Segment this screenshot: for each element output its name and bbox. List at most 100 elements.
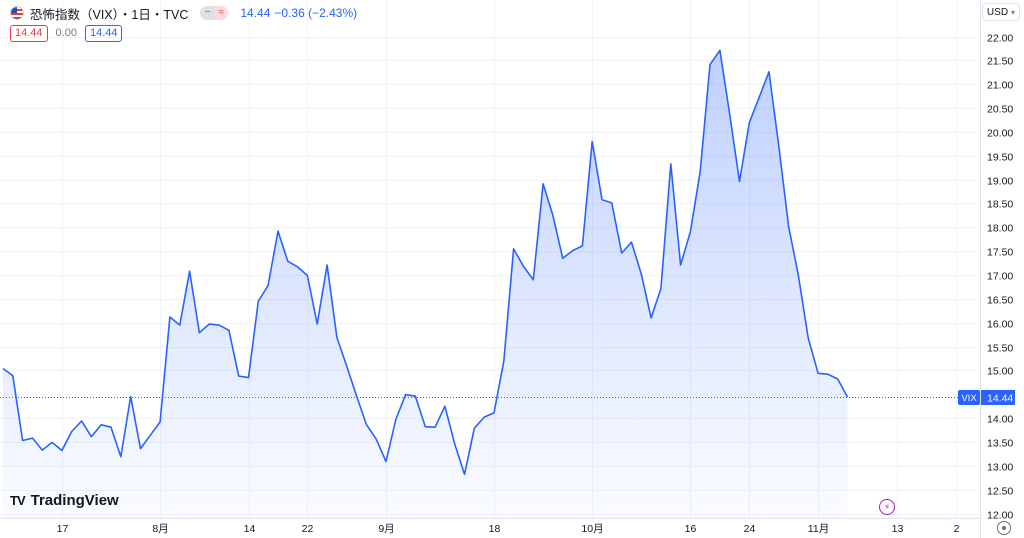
price-tick-label: 17.00 [987,271,1013,283]
data-point [335,336,339,340]
series-line [2,49,849,476]
data-point [227,328,231,332]
ohlc-values: 14.44 0.00 14.44 [10,24,123,42]
price-tick-label: 12.00 [987,510,1013,522]
data-point [757,96,761,100]
data-point [70,430,74,434]
data-point [197,331,201,335]
data-point [787,224,791,228]
tradingview-logo-icon: TV [10,493,26,508]
data-point [502,359,506,363]
data-point [404,393,408,397]
price-tick-label: 16.00 [987,319,1013,331]
price-tick-label: 19.50 [987,152,1013,164]
time-tick-label: 11月 [808,523,829,535]
time-tick-label: 2 [954,523,960,535]
price-tick-label: 22.00 [987,33,1013,45]
minus-icon[interactable]: − [200,6,215,20]
data-point [728,112,732,116]
last-price-tag [981,390,1015,405]
data-point [777,144,781,148]
price-tick-label: 12.50 [987,486,1013,498]
price-tick-label: 20.00 [987,128,1013,140]
data-point [688,230,692,234]
approx-icon[interactable]: ≈ [214,6,229,20]
data-point [217,323,221,327]
data-point [237,374,241,378]
data-point [816,371,820,375]
data-point [718,48,722,52]
price-axis[interactable]: 12.0012.5013.0013.5014.0014.5015.0015.50… [987,33,1013,522]
data-point [296,265,300,269]
data-point [541,182,545,186]
price-tick-label: 21.00 [987,80,1013,92]
time-tick-label: 10月 [581,523,603,535]
data-point [571,249,575,253]
last-price-tag-label: 14.44 [987,393,1013,405]
gear-icon[interactable] [997,521,1011,535]
price-tick-label: 20.50 [987,104,1013,116]
data-point [463,472,467,476]
data-point [1,367,5,371]
us-flag-icon [10,6,24,20]
price-tick-label: 17.50 [987,247,1013,259]
data-point [443,404,447,408]
data-point [139,447,143,451]
price-tick-label: 15.50 [987,343,1013,355]
data-point [11,374,15,378]
data-point [708,63,712,67]
data-point [305,274,309,278]
area-fill [3,50,848,519]
data-point [826,372,830,376]
data-point [345,364,349,368]
symbol-title[interactable]: 恐怖指数（VIX）・1日・TVC [30,7,189,22]
symbol-legend[interactable]: 恐怖指数（VIX）・1日・TVC − ≈ 14.44 −0.36 (−2.43%… [10,4,357,22]
tradingview-logo-text: TradingView [30,492,119,509]
data-point [188,269,192,273]
spread-value: 0.00 [55,27,77,39]
data-point [394,418,398,422]
currency-label: USD [986,6,1009,18]
bid-price-box: 14.44 [10,24,48,42]
time-tick-label: 24 [744,523,756,535]
legend-toggle-pill[interactable]: − ≈ [200,6,229,20]
data-point [453,442,457,446]
time-tick-label: 8月 [152,523,168,535]
data-point [600,198,604,202]
data-point [50,440,54,444]
data-point [610,201,614,205]
data-point [580,244,584,248]
data-point [207,322,211,326]
data-point [276,229,280,233]
data-point [492,411,496,415]
price-change: −0.36 (−2.43%) [274,6,358,20]
price-tick-label: 21.50 [987,56,1013,68]
data-point [364,422,368,426]
currency-selector[interactable]: USD ▾ [982,3,1020,21]
symbol-tag [958,390,980,405]
time-axis[interactable]: 17 8月 14 22 9月 18 10月 16 24 11月 13 2 [57,523,960,535]
lightning-icon[interactable]: ⚡ [879,499,895,515]
chevron-down-icon: ▾ [1011,7,1016,17]
data-point [119,455,123,459]
price-tick-label: 18.50 [987,199,1013,211]
data-point [747,121,751,125]
data-point [178,323,182,327]
data-point [158,420,162,424]
tradingview-logo[interactable]: TV TradingView [10,492,119,509]
time-tick-label: 9月 [378,523,394,535]
price-tick-label: 15.00 [987,366,1013,378]
data-point [472,426,476,430]
data-point [551,213,555,217]
data-point [522,264,526,268]
price-tick-label: 16.50 [987,295,1013,307]
data-point [590,139,594,143]
data-point [315,322,319,326]
price-tick-label: 13.50 [987,438,1013,450]
data-point [698,170,702,174]
data-point [796,274,800,278]
symbol-tag-label: VIX [961,393,977,404]
price-tick-label: 18.00 [987,223,1013,235]
